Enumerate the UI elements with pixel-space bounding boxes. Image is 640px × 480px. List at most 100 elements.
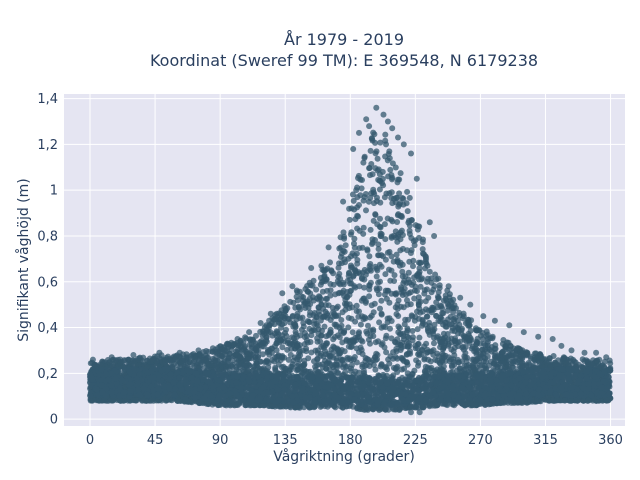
data-point (243, 335, 250, 342)
data-point (372, 150, 379, 157)
data-point (308, 332, 315, 339)
data-point (451, 328, 458, 335)
data-point (367, 340, 373, 347)
data-point (376, 261, 383, 268)
data-point (313, 286, 320, 293)
data-point (315, 308, 322, 315)
data-point (259, 351, 266, 358)
data-point (153, 358, 160, 365)
data-point (221, 358, 228, 365)
data-point (394, 259, 401, 266)
data-point (456, 365, 463, 372)
data-point (324, 360, 331, 367)
data-point (579, 356, 586, 363)
data-point (304, 318, 311, 325)
data-point (398, 339, 405, 346)
data-point (279, 364, 285, 371)
data-point (304, 283, 311, 289)
data-point (434, 293, 441, 300)
data-point (377, 215, 383, 222)
data-point (354, 184, 361, 191)
data-point (366, 282, 373, 289)
data-point (311, 358, 317, 365)
data-point (345, 324, 352, 331)
data-point (313, 314, 320, 321)
data-point (452, 335, 459, 342)
data-point (363, 328, 370, 335)
data-point (325, 332, 332, 339)
data-point (406, 194, 413, 201)
data-point (433, 299, 440, 306)
data-point (269, 345, 276, 352)
data-point (398, 366, 405, 373)
data-point (283, 326, 289, 333)
data-point (378, 297, 385, 304)
data-point (358, 185, 365, 192)
data-point (318, 301, 325, 308)
data-point (327, 326, 334, 333)
data-point (253, 332, 259, 339)
data-point (444, 300, 451, 307)
data-point (271, 358, 278, 365)
data-point (327, 292, 334, 299)
data-point (489, 344, 495, 350)
data-point (399, 292, 406, 298)
data-point (216, 352, 223, 359)
data-point (427, 358, 434, 365)
data-points (87, 104, 614, 416)
data-point (385, 287, 392, 294)
data-point (322, 348, 328, 354)
data-point (332, 291, 339, 298)
data-point (264, 327, 271, 334)
data-point (361, 284, 368, 291)
data-point (382, 131, 389, 138)
data-point (442, 292, 449, 299)
data-point (334, 345, 341, 352)
data-point (440, 330, 447, 337)
data-point (327, 317, 334, 323)
data-point (382, 137, 389, 144)
data-point (314, 335, 321, 342)
data-point (317, 352, 324, 359)
data-point (428, 348, 435, 355)
data-point (461, 353, 468, 360)
data-point (333, 321, 340, 328)
data-point (419, 239, 426, 246)
data-point (361, 266, 368, 273)
data-point (411, 295, 418, 302)
data-point (382, 324, 389, 331)
data-point (349, 329, 356, 336)
data-point (492, 352, 498, 359)
data-point (426, 268, 433, 275)
data-point (344, 354, 351, 361)
data-point (330, 270, 337, 277)
data-point (316, 293, 322, 300)
data-point (350, 197, 357, 204)
data-point (397, 170, 404, 177)
data-point (448, 321, 455, 327)
data-point (430, 286, 437, 293)
data-point (366, 263, 373, 270)
data-point (398, 344, 405, 351)
data-point (306, 325, 313, 332)
data-point (440, 363, 447, 370)
data-point (455, 359, 462, 366)
data-point (285, 356, 292, 363)
data-point (359, 338, 366, 345)
data-point (431, 321, 438, 328)
data-point (382, 236, 389, 243)
data-point (426, 331, 433, 338)
data-point (387, 325, 393, 332)
data-point (404, 297, 410, 304)
data-point (414, 308, 420, 315)
data-point (287, 341, 294, 348)
data-point (222, 348, 229, 355)
data-point (357, 176, 364, 183)
data-point (393, 251, 400, 258)
data-point (319, 288, 326, 295)
data-point (339, 309, 346, 316)
data-point (165, 353, 171, 360)
data-point (364, 247, 371, 254)
data-point (388, 233, 395, 240)
data-point (374, 155, 381, 162)
